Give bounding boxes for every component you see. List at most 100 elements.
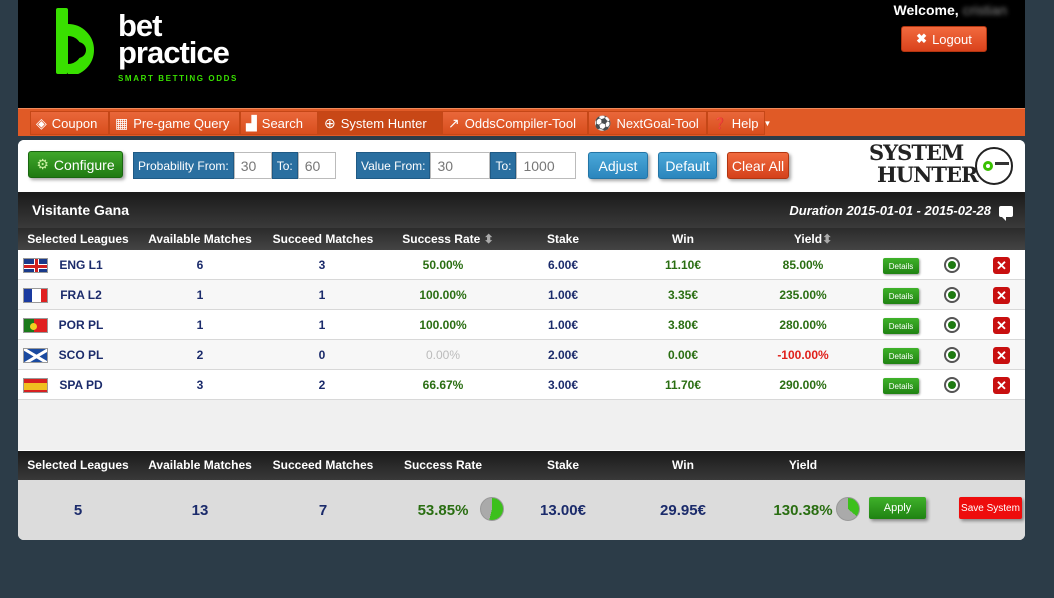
welcome-label: Welcome, bbox=[893, 2, 959, 18]
col-yield[interactable]: Yield⬍ bbox=[778, 232, 848, 246]
sum-rate: 53.85% bbox=[417, 501, 469, 519]
system-logo-line-2: HUNTER bbox=[877, 162, 978, 187]
nav-item-oddscompiler[interactable]: ↗ OddsCompiler-Tool bbox=[442, 111, 588, 135]
value-from-label: Value From: bbox=[356, 152, 431, 179]
select-radio[interactable] bbox=[944, 347, 960, 363]
details-button[interactable]: Details bbox=[883, 318, 919, 334]
succeed-matches: 3 bbox=[318, 258, 326, 272]
nav-item-label: OddsCompiler-Tool bbox=[464, 115, 576, 131]
adjust-button[interactable]: Adjust bbox=[588, 152, 648, 179]
probability-range: Probability From: 30 To: 60 bbox=[133, 152, 336, 179]
sum-col-stake: Stake bbox=[546, 458, 580, 472]
nav-item-label: System Hunter bbox=[340, 115, 427, 131]
delete-icon[interactable]: ✕ bbox=[993, 377, 1010, 394]
value-to-input[interactable]: 1000 bbox=[516, 152, 577, 179]
league-table-body: ENG L1 6 3 50.00% 6.00€ 11.10€ 85.00% Details ✕ F… bbox=[18, 250, 1025, 450]
stake: 3.00€ bbox=[547, 378, 579, 392]
default-button[interactable]: Default bbox=[658, 152, 717, 179]
flag-pt-icon bbox=[23, 318, 48, 333]
delete-icon[interactable]: ✕ bbox=[993, 287, 1010, 304]
duration-text: Duration 2015-01-01 - 2015-02-28 bbox=[789, 203, 991, 218]
success-rate: 50.00% bbox=[422, 258, 464, 272]
select-radio[interactable] bbox=[944, 287, 960, 303]
sum-yield: 130.38% bbox=[773, 501, 833, 519]
sum-stake: 13.00€ bbox=[540, 501, 586, 519]
stake: 1.00€ bbox=[547, 318, 579, 332]
available-matches: 1 bbox=[196, 288, 204, 302]
system-logo-line-1: SYSTEM bbox=[869, 140, 964, 165]
league-name: ENG L1 bbox=[59, 258, 103, 272]
league-name: SCO PL bbox=[58, 348, 104, 362]
sum-col-available-matches: Available Matches bbox=[148, 458, 252, 472]
target-icon bbox=[975, 147, 1013, 185]
table-row: FRA L2 1 1 100.00% 1.00€ 3.35€ 235.00% Details ✕ bbox=[18, 280, 1025, 310]
available-matches: 2 bbox=[196, 348, 204, 362]
help-icon: ❓ bbox=[713, 117, 727, 130]
delete-icon[interactable]: ✕ bbox=[993, 317, 1010, 334]
sort-icon: ⬍ bbox=[822, 232, 833, 246]
trend-icon: ↗ bbox=[448, 114, 460, 131]
flag-fr-icon bbox=[23, 288, 48, 303]
col-success-rate[interactable]: Success Rate ⬍ bbox=[398, 232, 498, 246]
nav-item-pregame-query[interactable]: ▦ Pre-game Query bbox=[109, 111, 240, 135]
prob-to-input[interactable]: 60 bbox=[297, 152, 336, 179]
welcome-text: Welcome, cristian bbox=[894, 2, 1007, 18]
details-button[interactable]: Details bbox=[883, 258, 919, 274]
nav-item-nextgoal[interactable]: ⚽ NextGoal-Tool bbox=[588, 111, 707, 135]
system-hunter-logo: SYSTEM HUNTER bbox=[869, 142, 1015, 190]
sum-succeed: 7 bbox=[318, 501, 328, 519]
value-from-input[interactable]: 30 bbox=[430, 152, 491, 179]
table-row: ENG L1 6 3 50.00% 6.00€ 11.10€ 85.00% Details ✕ bbox=[18, 250, 1025, 280]
configure-label: Configure bbox=[53, 156, 115, 173]
nav-item-label: Coupon bbox=[51, 115, 98, 131]
clear-all-button[interactable]: Clear All bbox=[727, 152, 789, 179]
delete-icon[interactable]: ✕ bbox=[993, 347, 1010, 364]
available-matches: 6 bbox=[196, 258, 204, 272]
logo-line-2: practice bbox=[118, 35, 230, 70]
table-row: SPA PD 3 2 66.67% 3.00€ 11.70€ 290.00% Details ✕ bbox=[18, 370, 1025, 400]
select-radio[interactable] bbox=[944, 257, 960, 273]
success-rate: 100.00% bbox=[419, 318, 467, 332]
sum-col-selected-leagues: Selected Leagues bbox=[27, 458, 129, 472]
configure-button[interactable]: ⚙ Configure bbox=[28, 151, 123, 178]
succeed-matches: 1 bbox=[318, 318, 326, 332]
save-system-button[interactable]: Save System bbox=[959, 497, 1022, 519]
prob-from-input[interactable]: 30 bbox=[233, 152, 272, 179]
sum-col-yield: Yield bbox=[788, 458, 818, 472]
details-button[interactable]: Details bbox=[883, 288, 919, 304]
win: 0.00€ bbox=[667, 348, 699, 362]
stake: 1.00€ bbox=[547, 288, 579, 302]
sum-col-success-rate: Success Rate bbox=[403, 458, 483, 472]
win: 11.10€ bbox=[664, 258, 702, 272]
comment-icon[interactable] bbox=[999, 206, 1013, 221]
details-button[interactable]: Details bbox=[883, 348, 919, 364]
yield: 85.00% bbox=[782, 258, 824, 272]
nav-item-help[interactable]: ❓ Help ▼ bbox=[707, 111, 771, 135]
apply-button[interactable]: Apply bbox=[869, 497, 926, 519]
succeed-matches: 0 bbox=[318, 348, 326, 362]
yield: 280.00% bbox=[779, 318, 827, 332]
caret-down-icon: ▼ bbox=[763, 118, 772, 128]
succeed-matches: 1 bbox=[318, 288, 326, 302]
logout-button[interactable]: ✖ Logout bbox=[901, 26, 987, 52]
yield: 290.00% bbox=[779, 378, 827, 392]
chart-search-icon: ▟ bbox=[246, 114, 257, 131]
available-matches: 3 bbox=[196, 378, 204, 392]
table-row: SCO PL 2 0 0.00% 2.00€ 0.00€ -100.00% Details ✕ bbox=[18, 340, 1025, 370]
value-to-label: To: bbox=[490, 152, 517, 179]
select-radio[interactable] bbox=[944, 377, 960, 393]
prob-from-label: Probability From: bbox=[133, 152, 234, 179]
select-radio[interactable] bbox=[944, 317, 960, 333]
header: bet practice SMART BETTING ODDS Welcome,… bbox=[18, 0, 1025, 108]
filter-toolbar: ⚙ Configure Probability From: 30 To: 60 V… bbox=[18, 140, 1025, 192]
nav-item-search[interactable]: ▟ Search bbox=[240, 111, 318, 135]
league-name: POR PL bbox=[58, 318, 104, 332]
succeed-matches: 2 bbox=[318, 378, 326, 392]
delete-icon[interactable]: ✕ bbox=[993, 257, 1010, 274]
nav-item-system-hunter[interactable]: ⊕ System Hunter bbox=[318, 111, 442, 135]
logo-tagline: SMART BETTING ODDS bbox=[118, 74, 238, 83]
win: 3.80€ bbox=[667, 318, 699, 332]
table-row: POR PL 1 1 100.00% 1.00€ 3.80€ 280.00% Details ✕ bbox=[18, 310, 1025, 340]
nav-item-coupon[interactable]: ◈ Coupon bbox=[30, 111, 109, 135]
details-button[interactable]: Details bbox=[883, 378, 919, 394]
